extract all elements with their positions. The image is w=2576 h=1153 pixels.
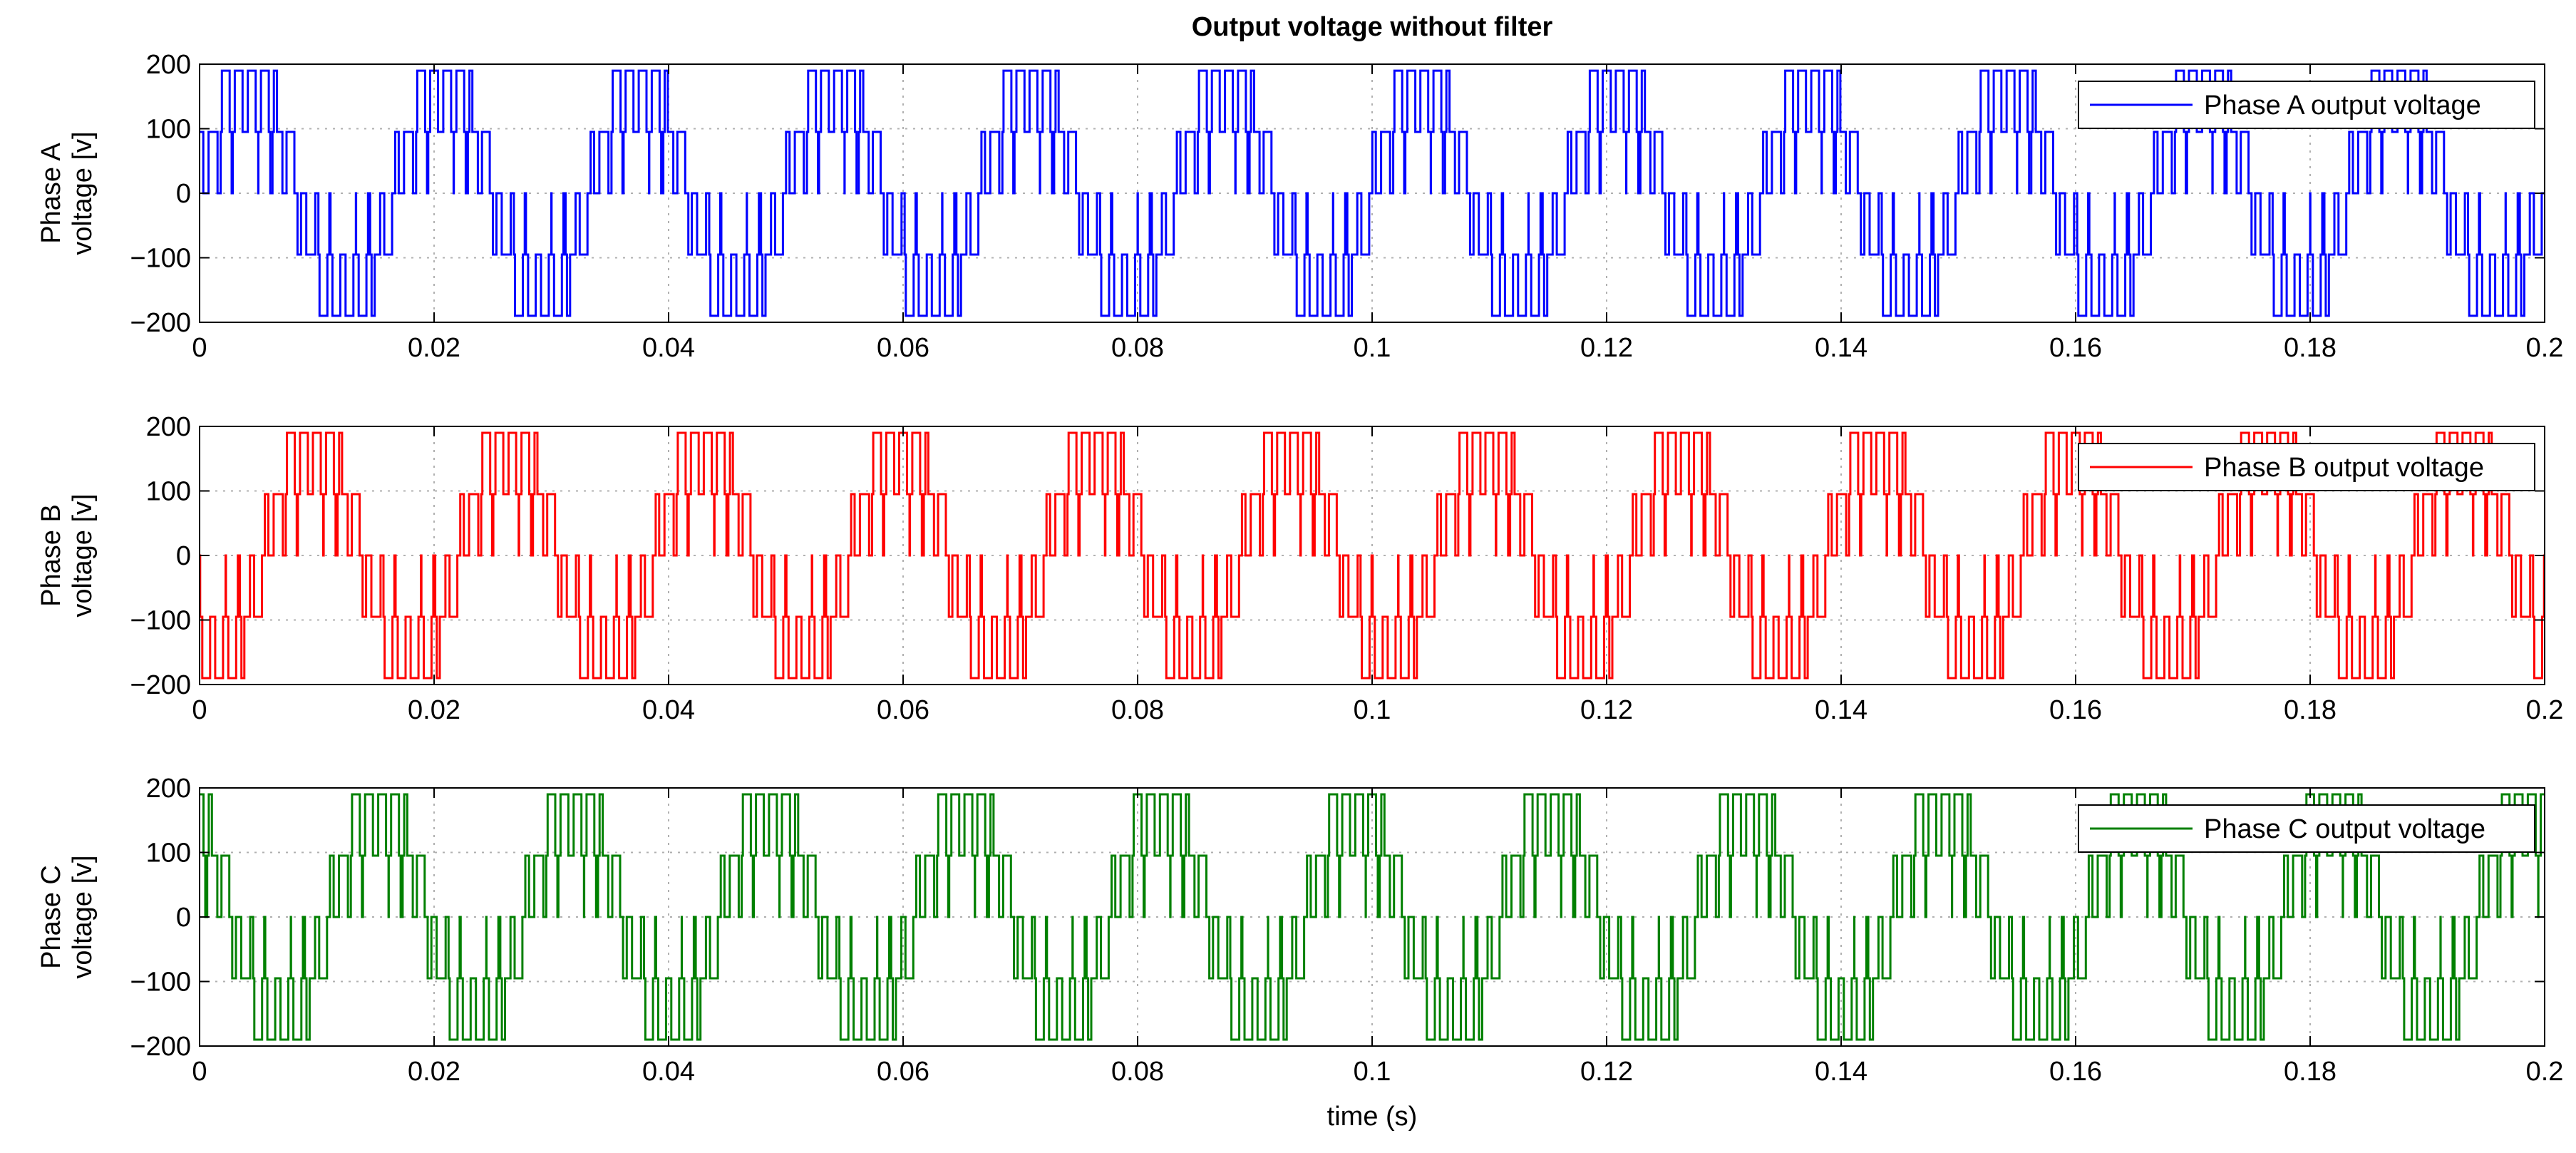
panel-2: 0 0.02 0.04 0.06 0.08 0.1 0.12 0.14 0.16 0.18 0.2 −…: [36, 412, 2563, 725]
y-tick-label: 100: [146, 115, 191, 145]
x-tick-label: 0.2: [2526, 695, 2564, 725]
x-tick-label: 0.2: [2526, 1057, 2564, 1087]
x-tick-label: 0.18: [2284, 333, 2337, 363]
legend-label: Phase A output voltage: [2204, 91, 2481, 121]
legend: Phase C output voltage: [2078, 804, 2535, 853]
legend: Phase A output voltage: [2078, 81, 2535, 129]
x-tick-label: 0.02: [408, 695, 460, 725]
x-tick-label: 0.06: [877, 1057, 929, 1087]
x-tick-label: 0.18: [2284, 695, 2337, 725]
y-tick-label: 0: [176, 179, 191, 209]
x-tick-label: 0.12: [1580, 333, 1633, 363]
x-tick-label: 0.14: [1815, 333, 1867, 363]
legend-label: Phase B output voltage: [2204, 453, 2484, 483]
y-axis-label-line1: Phase C: [36, 865, 66, 969]
y-axis-label-line1: Phase B: [36, 504, 66, 607]
y-axis-label-line2: voltage [v]: [68, 855, 98, 978]
x-tick-label: 0.04: [642, 333, 695, 363]
y-tick-label: −200: [130, 1032, 191, 1062]
chart-title: Output voltage without filter: [1192, 12, 1553, 42]
panel-1: 0 0.02 0.04 0.06 0.08 0.1 0.12 0.14 0.16 0.18 0.2 −…: [36, 50, 2563, 363]
y-tick-label: 0: [176, 541, 191, 571]
x-tick-label: 0.02: [408, 333, 460, 363]
x-tick-label: 0.08: [1111, 695, 1164, 725]
x-tick-label: 0: [192, 695, 207, 725]
y-tick-label: 200: [146, 50, 191, 80]
y-axis-label-line1: Phase A: [36, 143, 66, 244]
x-tick-label: 0.04: [642, 695, 695, 725]
y-tick-label: −200: [130, 308, 191, 338]
panels: 0 0.02 0.04 0.06 0.08 0.1 0.12 0.14 0.16 0.18 0.2 −…: [36, 50, 2563, 1087]
x-tick-label: 0.06: [877, 695, 929, 725]
x-tick-label: 0.2: [2526, 333, 2564, 363]
y-tick-label: 200: [146, 412, 191, 442]
x-tick-label: 0.06: [877, 333, 929, 363]
series-line-1: [200, 69, 2545, 317]
series-line-2: [200, 431, 2545, 680]
x-tick-label: 0.02: [408, 1057, 460, 1087]
y-axis-label-line2: voltage [v]: [68, 493, 98, 617]
panel-3: 0 0.02 0.04 0.06 0.08 0.1 0.12 0.14 0.16 0.18 0.2 −…: [36, 774, 2563, 1087]
x-tick-label: 0: [192, 333, 207, 363]
x-tick-label: 0.12: [1580, 1057, 1633, 1087]
y-tick-label: 100: [146, 839, 191, 868]
x-tick-label: 0.12: [1580, 695, 1633, 725]
x-tick-label: 0.1: [1354, 695, 1391, 725]
x-tick-label: 0.1: [1354, 1057, 1391, 1087]
x-tick-label: 0.16: [2049, 1057, 2102, 1087]
x-axis-label: time (s): [1327, 1102, 1418, 1132]
y-tick-label: 200: [146, 774, 191, 804]
x-tick-label: 0: [192, 1057, 207, 1087]
x-tick-label: 0.16: [2049, 333, 2102, 363]
x-tick-label: 0.08: [1111, 333, 1164, 363]
y-tick-label: −200: [130, 670, 191, 700]
x-tick-label: 0.04: [642, 1057, 695, 1087]
y-tick-label: 0: [176, 903, 191, 933]
y-tick-label: 100: [146, 477, 191, 507]
x-tick-label: 0.08: [1111, 1057, 1164, 1087]
y-tick-label: −100: [130, 606, 191, 636]
x-tick-label: 0.14: [1815, 695, 1867, 725]
y-tick-label: −100: [130, 244, 191, 274]
x-tick-label: 0.1: [1354, 333, 1391, 363]
x-tick-label: 0.16: [2049, 695, 2102, 725]
legend-label: Phase C output voltage: [2204, 814, 2485, 844]
y-axis-label-line2: voltage [v]: [68, 131, 98, 255]
x-tick-label: 0.18: [2284, 1057, 2337, 1087]
y-tick-label: −100: [130, 968, 191, 998]
x-tick-label: 0.14: [1815, 1057, 1867, 1087]
legend: Phase B output voltage: [2078, 443, 2535, 491]
